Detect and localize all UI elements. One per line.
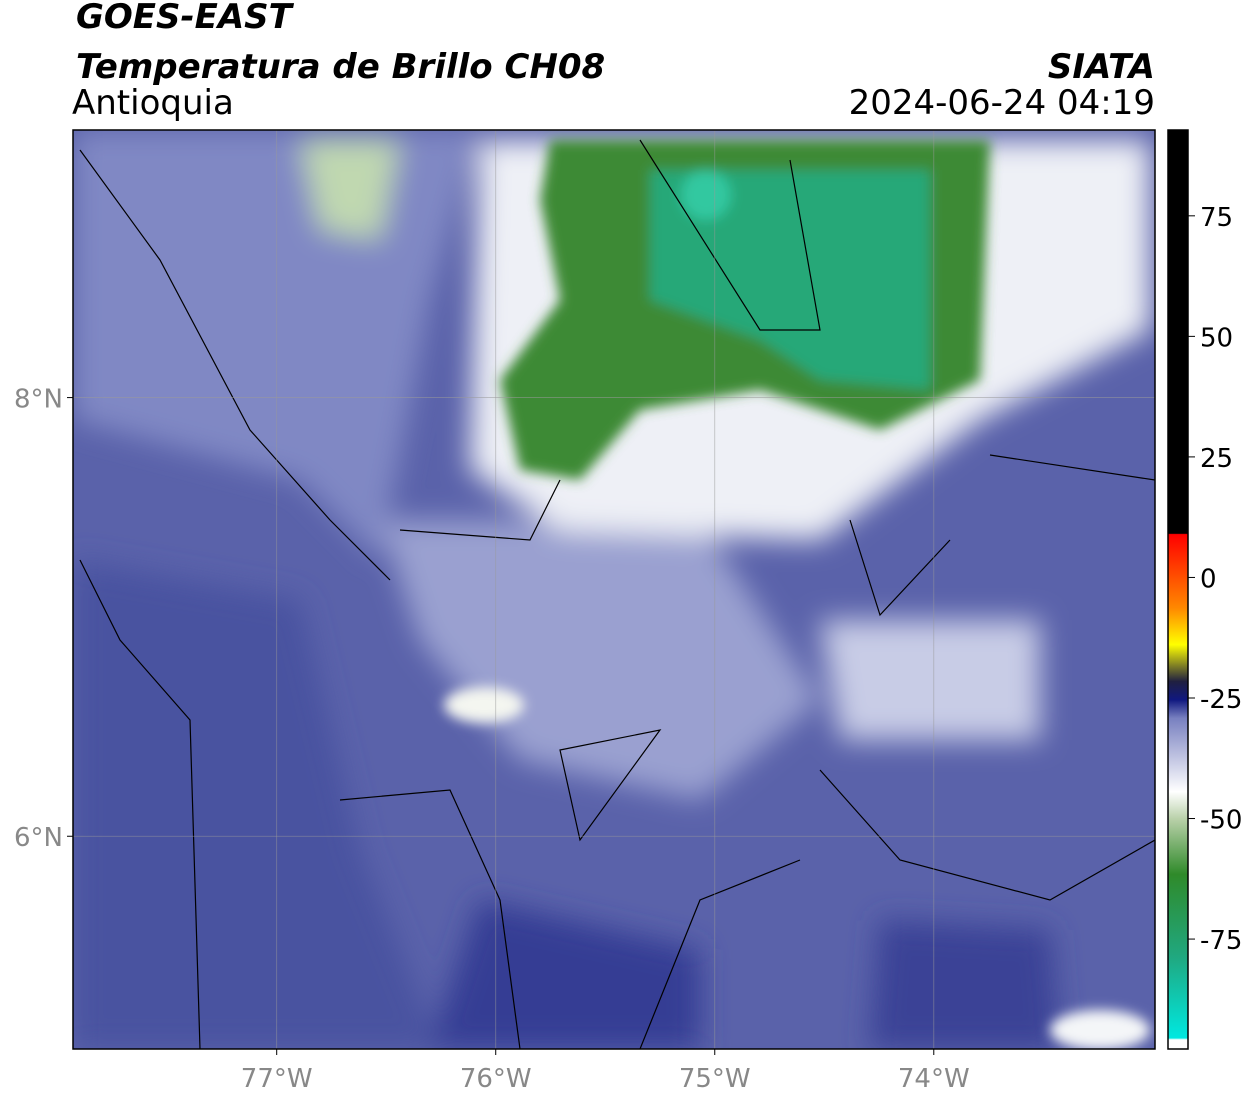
colorbar-tick-label: 75 (1200, 203, 1233, 233)
colorbar (1167, 129, 1189, 1050)
lat-tick-label: 6°N (14, 823, 63, 853)
map-frame (72, 129, 1156, 1050)
lat-tick-label: 8°N (14, 385, 63, 415)
lon-tick-label: 75°W (679, 1064, 751, 1094)
datetime: 2024-06-24 04:19 (849, 83, 1155, 123)
product: Temperatura de Brillo CH08 (76, 47, 605, 87)
lon-tick-label: 74°W (898, 1064, 970, 1094)
colorbar-tick-label: 25 (1200, 444, 1233, 474)
colorbar-tick-label: 0 (1200, 564, 1217, 594)
source: SIATA (1048, 47, 1155, 87)
colorbar-tick-label: -25 (1200, 685, 1242, 715)
colorbar-tick-label: 50 (1200, 323, 1233, 353)
lon-tick-label: 77°W (241, 1064, 313, 1094)
colorbar-tick-label: -75 (1200, 926, 1242, 956)
satellite: GOES-EAST (76, 0, 295, 37)
colorbar-tick-label: -50 (1200, 806, 1242, 836)
region: Antioquia (72, 83, 234, 123)
satellite-image (73, 130, 1155, 1049)
lon-tick-label: 76°W (460, 1064, 532, 1094)
